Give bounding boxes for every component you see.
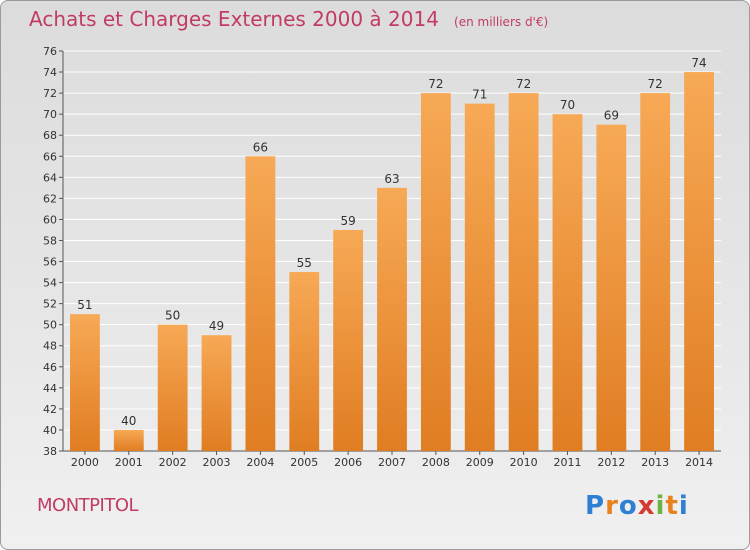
bar-value-label: 71 xyxy=(472,88,487,102)
bar xyxy=(70,314,100,451)
y-tick-label: 38 xyxy=(43,445,57,458)
bar-value-label: 72 xyxy=(428,77,443,91)
bar xyxy=(333,229,364,451)
y-tick-label: 74 xyxy=(43,66,57,79)
bar xyxy=(596,124,627,452)
x-tick-label: 2010 xyxy=(510,456,538,469)
logo-letter: t xyxy=(665,491,679,521)
bar-value-label: 59 xyxy=(340,214,355,228)
bar-value-label: 51 xyxy=(77,298,92,312)
chart-subtitle: (en milliers d'€) xyxy=(454,15,549,29)
y-tick-label: 54 xyxy=(43,277,57,290)
bar xyxy=(508,93,539,452)
commune-name: MONTPITOL xyxy=(37,495,139,516)
y-tick-label: 66 xyxy=(43,150,57,163)
y-tick-label: 70 xyxy=(43,108,57,121)
bar-value-label: 55 xyxy=(297,256,312,270)
x-tick-label: 2002 xyxy=(159,456,187,469)
bar xyxy=(289,272,320,451)
y-tick-label: 62 xyxy=(43,192,57,205)
title-row: Achats et Charges Externes 2000 à 2014 (… xyxy=(29,7,548,31)
x-tick-label: 2007 xyxy=(378,456,406,469)
y-tick-label: 58 xyxy=(43,234,57,247)
y-tick-label: 42 xyxy=(43,403,57,416)
x-tick-label: 2008 xyxy=(422,456,450,469)
logo-letter: i xyxy=(678,491,689,521)
bar-value-label: 49 xyxy=(209,319,224,333)
bar-value-label: 72 xyxy=(516,77,531,91)
bar xyxy=(464,103,495,451)
bar-value-label: 40 xyxy=(121,414,136,428)
proxiti-logo[interactable]: Proxiti xyxy=(585,491,689,521)
bar xyxy=(377,187,407,451)
y-tick-label: 48 xyxy=(43,340,57,353)
bar xyxy=(113,429,144,451)
x-tick-label: 2011 xyxy=(553,456,581,469)
y-tick-label: 56 xyxy=(43,256,57,269)
x-tick-label: 2012 xyxy=(597,456,625,469)
bar-value-label: 66 xyxy=(253,140,268,154)
x-tick-label: 2003 xyxy=(203,456,231,469)
bar-value-label: 70 xyxy=(560,98,575,112)
bar-value-label: 63 xyxy=(384,172,399,186)
bar-value-label: 72 xyxy=(648,77,663,91)
y-tick-label: 76 xyxy=(43,45,57,58)
bar-value-label: 74 xyxy=(691,56,706,70)
logo-letter: P xyxy=(585,491,606,521)
y-tick-label: 46 xyxy=(43,361,57,374)
bar-value-label: 69 xyxy=(604,109,619,123)
y-tick-label: 64 xyxy=(43,171,57,184)
bar xyxy=(552,114,583,451)
y-tick-label: 72 xyxy=(43,87,57,100)
bar xyxy=(201,335,232,451)
x-tick-label: 2000 xyxy=(71,456,99,469)
bar xyxy=(420,93,451,452)
bar xyxy=(157,324,188,451)
bar xyxy=(684,72,714,451)
y-tick-label: 68 xyxy=(43,129,57,142)
chart-title: Achats et Charges Externes 2000 à 2014 xyxy=(29,7,439,31)
x-tick-label: 2009 xyxy=(466,456,494,469)
x-tick-label: 2014 xyxy=(685,456,713,469)
bar-value-label: 50 xyxy=(165,309,180,323)
y-tick-label: 60 xyxy=(43,213,57,226)
y-tick-label: 50 xyxy=(43,319,57,332)
bar xyxy=(245,156,276,451)
logo-letter: x xyxy=(637,491,656,521)
x-tick-label: 2005 xyxy=(290,456,318,469)
logo-letter: r xyxy=(605,491,619,521)
y-tick-label: 52 xyxy=(43,298,57,311)
y-tick-label: 44 xyxy=(43,382,57,395)
x-tick-label: 2006 xyxy=(334,456,362,469)
y-tick-label: 40 xyxy=(43,424,57,437)
logo-letter: i xyxy=(655,491,666,521)
bar xyxy=(640,93,671,452)
x-tick-label: 2004 xyxy=(246,456,274,469)
logo-letter: o xyxy=(618,491,638,521)
x-tick-label: 2013 xyxy=(641,456,669,469)
x-tick-label: 2001 xyxy=(115,456,143,469)
